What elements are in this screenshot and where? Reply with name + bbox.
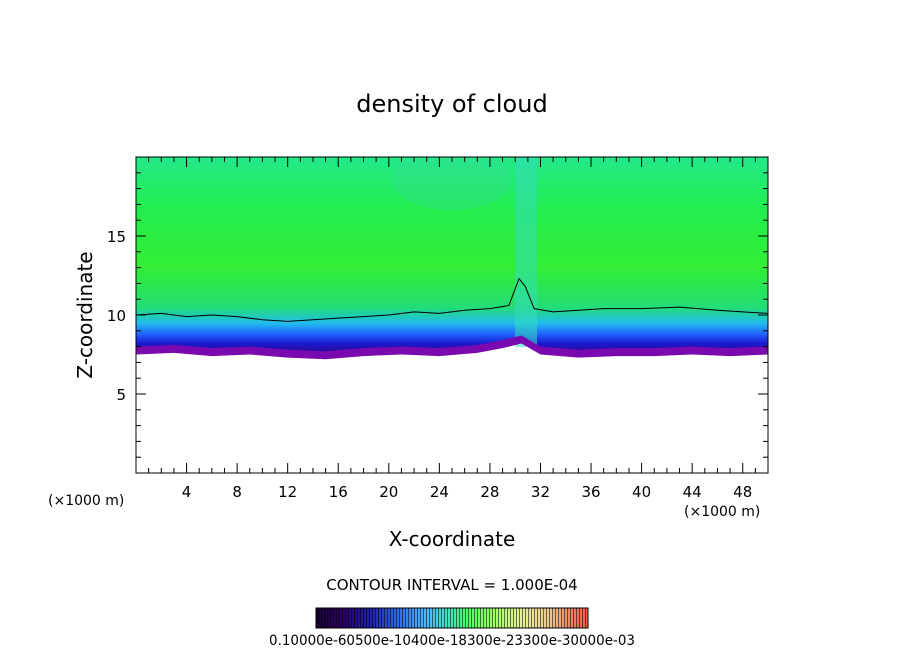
- x-axis-label: X-coordinate: [389, 527, 516, 551]
- y-axis-label: Z-coordinate: [73, 251, 97, 378]
- y-tick-label: 15: [107, 228, 126, 246]
- x-unit-left: (×1000 m): [48, 493, 124, 509]
- cloud-density-field: [136, 157, 768, 358]
- x-tick-label: 24: [430, 483, 449, 501]
- x-tick-label: 12: [278, 483, 297, 501]
- x-tick-label: 16: [329, 483, 348, 501]
- x-tick-label: 28: [480, 483, 499, 501]
- y-tick-label: 10: [107, 307, 126, 325]
- x-tick-label: 8: [232, 483, 242, 501]
- x-tick-label: 4: [182, 483, 192, 501]
- upper-tint: [392, 157, 512, 210]
- colorbar-labels: 0.10000e-60500e-10400e-18300e-23300e-300…: [269, 633, 635, 649]
- chart-title: density of cloud: [356, 90, 547, 118]
- cloud-base-band: [136, 335, 768, 360]
- x-tick-label: 48: [733, 483, 752, 501]
- x-tick-label: 36: [581, 483, 600, 501]
- axis-ticks: [136, 157, 768, 473]
- plot-area: [136, 157, 768, 473]
- x-tick-label: 32: [531, 483, 550, 501]
- x-tick-label: 44: [683, 483, 702, 501]
- x-unit-right: (×1000 m): [684, 504, 760, 520]
- colorbar: [315, 607, 589, 629]
- y-tick-label: 5: [116, 386, 126, 404]
- updraft-plume: [515, 157, 537, 347]
- x-tick-label: 20: [379, 483, 398, 501]
- x-tick-label: 40: [632, 483, 651, 501]
- contour-interval-label: CONTOUR INTERVAL = 1.000E-04: [326, 576, 577, 594]
- contour-line: [136, 277, 768, 322]
